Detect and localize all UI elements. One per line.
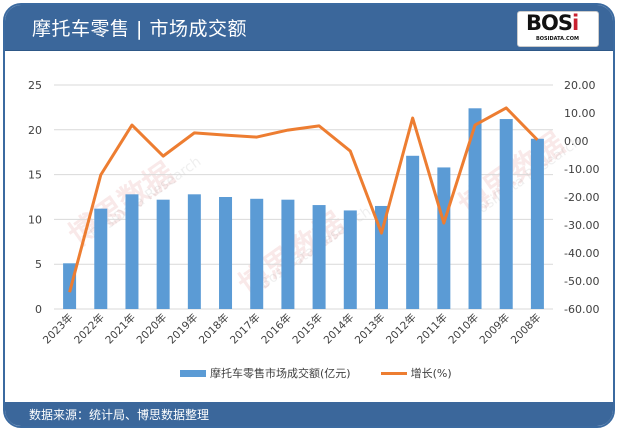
bar	[94, 208, 108, 309]
bar	[468, 108, 482, 310]
data-source: 数据来源：统计局、博思数据整理	[29, 408, 210, 422]
x-tick: 2014年	[321, 311, 357, 347]
logo-subtext: BOSIDATA.COM	[536, 36, 579, 42]
legend-bar-label: 摩托车零售市场成交额(亿元)	[210, 367, 351, 380]
y-right-tick: 0.00	[564, 135, 589, 148]
x-tick: 2008年	[508, 311, 544, 347]
x-tick: 2016年	[259, 311, 295, 347]
y-left-tick: 10	[28, 213, 42, 226]
line-series	[68, 106, 539, 293]
x-tick: 2022年	[71, 311, 107, 347]
x-tick: 2018年	[196, 311, 232, 347]
x-tick: 2019年	[165, 311, 201, 347]
y-left-tick: 15	[28, 169, 42, 182]
bar	[187, 194, 201, 309]
bar	[499, 119, 513, 309]
x-tick: 2021年	[103, 311, 139, 347]
x-tick: 2015年	[290, 311, 326, 347]
y-left-tick: 20	[28, 124, 42, 137]
y-axis-left: 0 5 10 15 20 25	[28, 79, 42, 316]
x-tick: 2010年	[446, 311, 482, 347]
y-right-tick: -40.00	[564, 247, 599, 260]
y-right-tick: -20.00	[564, 191, 599, 204]
x-tick: 2023年	[40, 311, 76, 347]
x-tick: 2009年	[477, 311, 513, 347]
legend-line-label: 增长(%)	[410, 367, 452, 380]
header-bar: 摩托车零售 | 市场成交额 BOSi BOSIDATA.COM	[5, 5, 613, 51]
bar	[156, 199, 170, 309]
y-left-tick: 25	[28, 79, 42, 92]
legend: 摩托车零售市场成交额(亿元) 增长(%)	[180, 365, 452, 381]
bar	[312, 205, 326, 309]
bar	[281, 199, 295, 309]
x-tick: 2013年	[352, 311, 388, 347]
logo-text: BOSi	[526, 11, 579, 35]
bar	[219, 197, 233, 309]
growth-line	[68, 106, 539, 293]
bar	[374, 205, 388, 309]
bosi-logo: BOSi BOSIDATA.COM	[517, 11, 599, 47]
x-axis: 2023年2022年2021年2020年2019年2018年2017年2016年…	[40, 311, 543, 347]
x-tick: 2011年	[414, 311, 450, 347]
footer-bar: 数据来源：统计局、博思数据整理	[5, 402, 613, 426]
y-right-tick: 20.00	[564, 79, 596, 92]
chart-title: 摩托车零售 | 市场成交额	[32, 18, 247, 40]
y-right-tick: 10.00	[564, 107, 596, 120]
bar	[250, 198, 264, 309]
x-tick: 2012年	[383, 311, 419, 347]
y-right-tick: -50.00	[564, 275, 599, 288]
y-axis-right: 20.00 10.00 0.00 -10.00 -20.00 -30.00 -40.00 -5…	[564, 79, 599, 316]
bar	[437, 167, 451, 309]
legend-bar-swatch	[180, 369, 206, 377]
bar	[530, 138, 544, 309]
x-tick: 2017年	[227, 311, 263, 347]
y-right-tick: -30.00	[564, 219, 599, 232]
y-right-tick: -60.00	[564, 303, 599, 316]
x-tick: 2020年	[134, 311, 170, 347]
y-left-tick: 0	[35, 303, 42, 316]
y-right-tick: -10.00	[564, 163, 599, 176]
bar	[343, 210, 357, 309]
legend-line-swatch	[380, 371, 407, 375]
bar	[406, 155, 420, 309]
y-left-tick: 5	[35, 258, 42, 271]
bar	[125, 194, 139, 309]
